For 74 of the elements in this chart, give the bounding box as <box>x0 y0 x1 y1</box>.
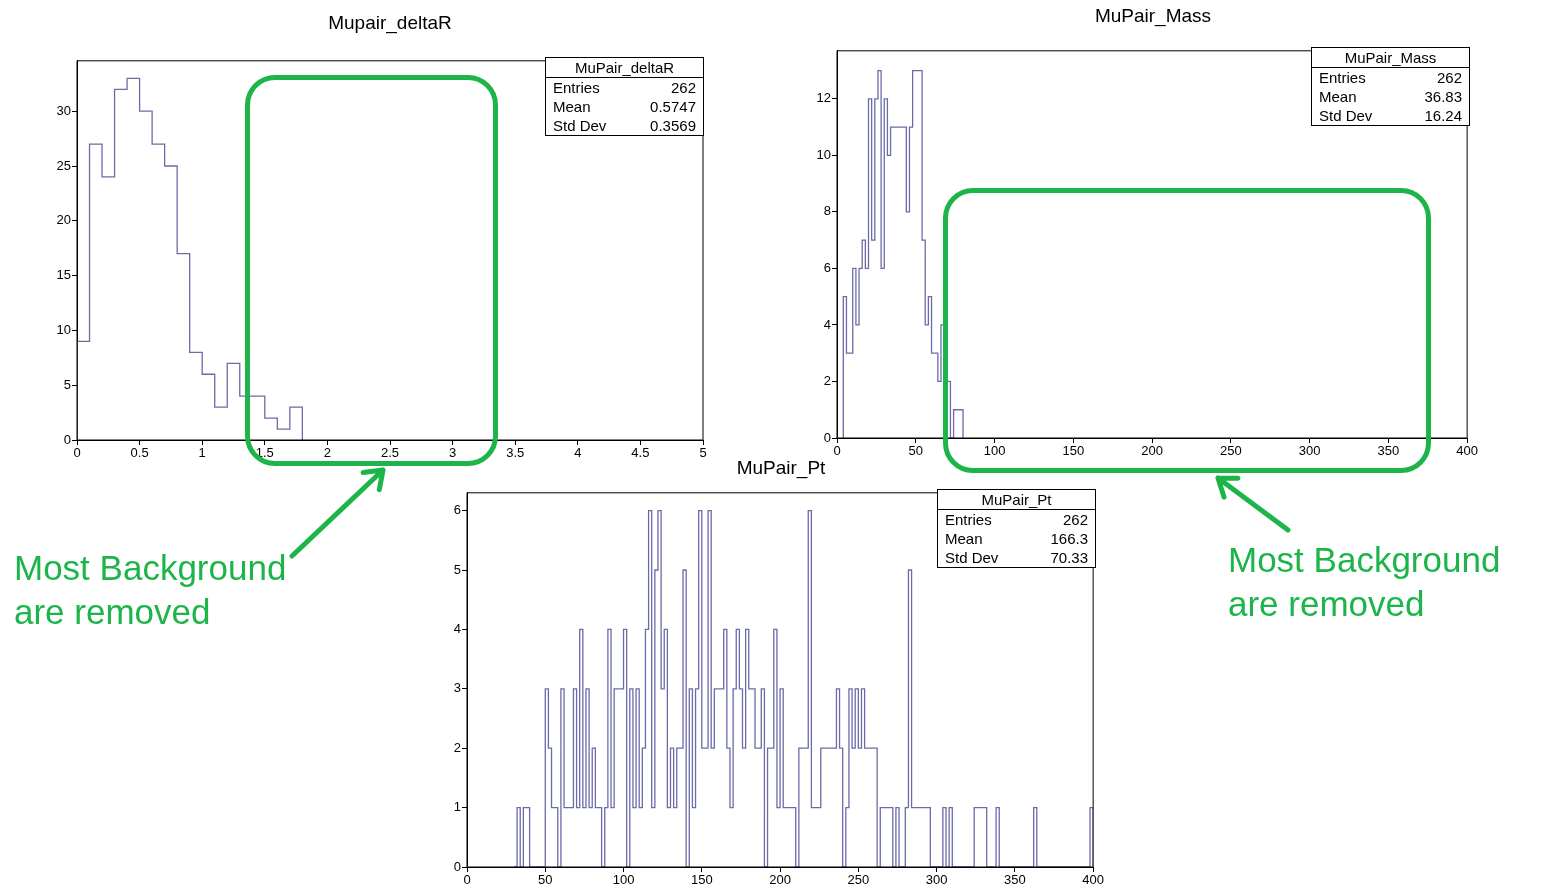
x-tick-label: 0 <box>833 443 841 459</box>
y-tick-label: 6 <box>823 260 831 275</box>
annotation: Entries <box>1319 68 1366 87</box>
annotation: MuPair_deltaR <box>546 58 703 78</box>
y-tick-label: 8 <box>823 203 831 219</box>
x-tick-label: 400 <box>1082 872 1105 888</box>
y-tick-label: 25 <box>56 157 71 173</box>
x-tick-label: 0 <box>463 872 471 888</box>
annotation: MuPair_Mass <box>1312 48 1469 68</box>
x-tick-label: 2.5 <box>380 445 400 461</box>
annotation: 36.83 <box>1424 87 1462 106</box>
x-tick-label: 50 <box>908 443 923 459</box>
chart-title: Mupair_deltaR <box>327 12 453 34</box>
annotation: Mean <box>1319 87 1357 106</box>
chart-title: MuPair_Pt <box>736 457 826 478</box>
y-tick-label: 0 <box>453 858 461 874</box>
y-tick-label: 2 <box>823 373 831 389</box>
y-tick-label: 4 <box>453 620 461 636</box>
x-tick-label: 200 <box>1141 443 1163 459</box>
y-tick-label: 5 <box>63 376 71 392</box>
annotation: 262 <box>670 78 696 97</box>
annotation: 0.5747 <box>650 97 696 116</box>
x-tick-label: 200 <box>769 872 791 888</box>
annotation: 0.3569 <box>650 116 696 135</box>
text: Most Background are removed <box>14 547 288 633</box>
annotation: Entries <box>553 78 600 97</box>
y-tick-label: 10 <box>56 321 71 337</box>
x-tick-label: 1 <box>198 445 206 461</box>
y-tick-label: 15 <box>56 267 71 283</box>
x-tick-label: 3.5 <box>506 445 525 461</box>
annotation: 166.3 <box>1050 529 1088 548</box>
x-tick-label: 350 <box>1377 443 1400 459</box>
y-tick-label: 1 <box>453 799 461 815</box>
y-tick-label: 6 <box>453 502 461 518</box>
x-tick-label: 50 <box>538 872 553 888</box>
y-tick-label: 4 <box>823 316 831 332</box>
x-tick-label: 0 <box>73 445 81 461</box>
x-tick-label: 150 <box>690 872 713 888</box>
x-tick-label: 100 <box>983 443 1006 459</box>
annotation: Std Dev <box>1319 106 1373 125</box>
annotation: Entries <box>945 510 992 529</box>
y-tick-label: 10 <box>816 146 831 162</box>
x-tick-label: 5 <box>699 445 707 461</box>
y-tick-label: 20 <box>56 212 71 228</box>
x-tick-label: 4.5 <box>631 445 650 461</box>
text: Most Background are removed <box>1228 539 1502 625</box>
x-tick-label: 400 <box>1456 443 1479 459</box>
annotation: MuPair_Pt <box>938 490 1095 510</box>
annotation: Std Dev <box>945 548 999 567</box>
annotation: Mean <box>553 97 591 116</box>
x-tick-label: 0.5 <box>130 445 149 461</box>
x-tick-label: 300 <box>925 872 948 888</box>
x-tick-label: 300 <box>1298 443 1321 459</box>
y-tick-label: 5 <box>453 561 461 577</box>
y-tick-label: 2 <box>453 739 461 755</box>
y-tick-label: 0 <box>63 431 71 447</box>
y-tick-label: 12 <box>816 90 831 106</box>
y-tick-label: 0 <box>823 429 831 445</box>
annotation: 70.33 <box>1050 548 1088 567</box>
chart-title: MuPair_Mass <box>1093 5 1213 27</box>
annotation: 262 <box>1062 510 1088 529</box>
x-tick-label: 250 <box>847 872 870 888</box>
annotation: Mean <box>945 529 983 548</box>
x-tick-label: 250 <box>1220 443 1242 459</box>
annotation: 262 <box>1436 68 1462 87</box>
annotation: Std Dev <box>553 116 607 135</box>
x-tick-label: 150 <box>1062 443 1085 459</box>
x-tick-label: 2 <box>323 445 332 461</box>
annotation: 16.24 <box>1424 106 1462 125</box>
x-tick-label: 350 <box>1004 872 1026 888</box>
x-tick-label: 100 <box>612 872 635 888</box>
y-tick-label: 30 <box>56 102 71 118</box>
y-tick-label: 3 <box>453 680 461 696</box>
x-tick-label: 4 <box>574 445 582 461</box>
